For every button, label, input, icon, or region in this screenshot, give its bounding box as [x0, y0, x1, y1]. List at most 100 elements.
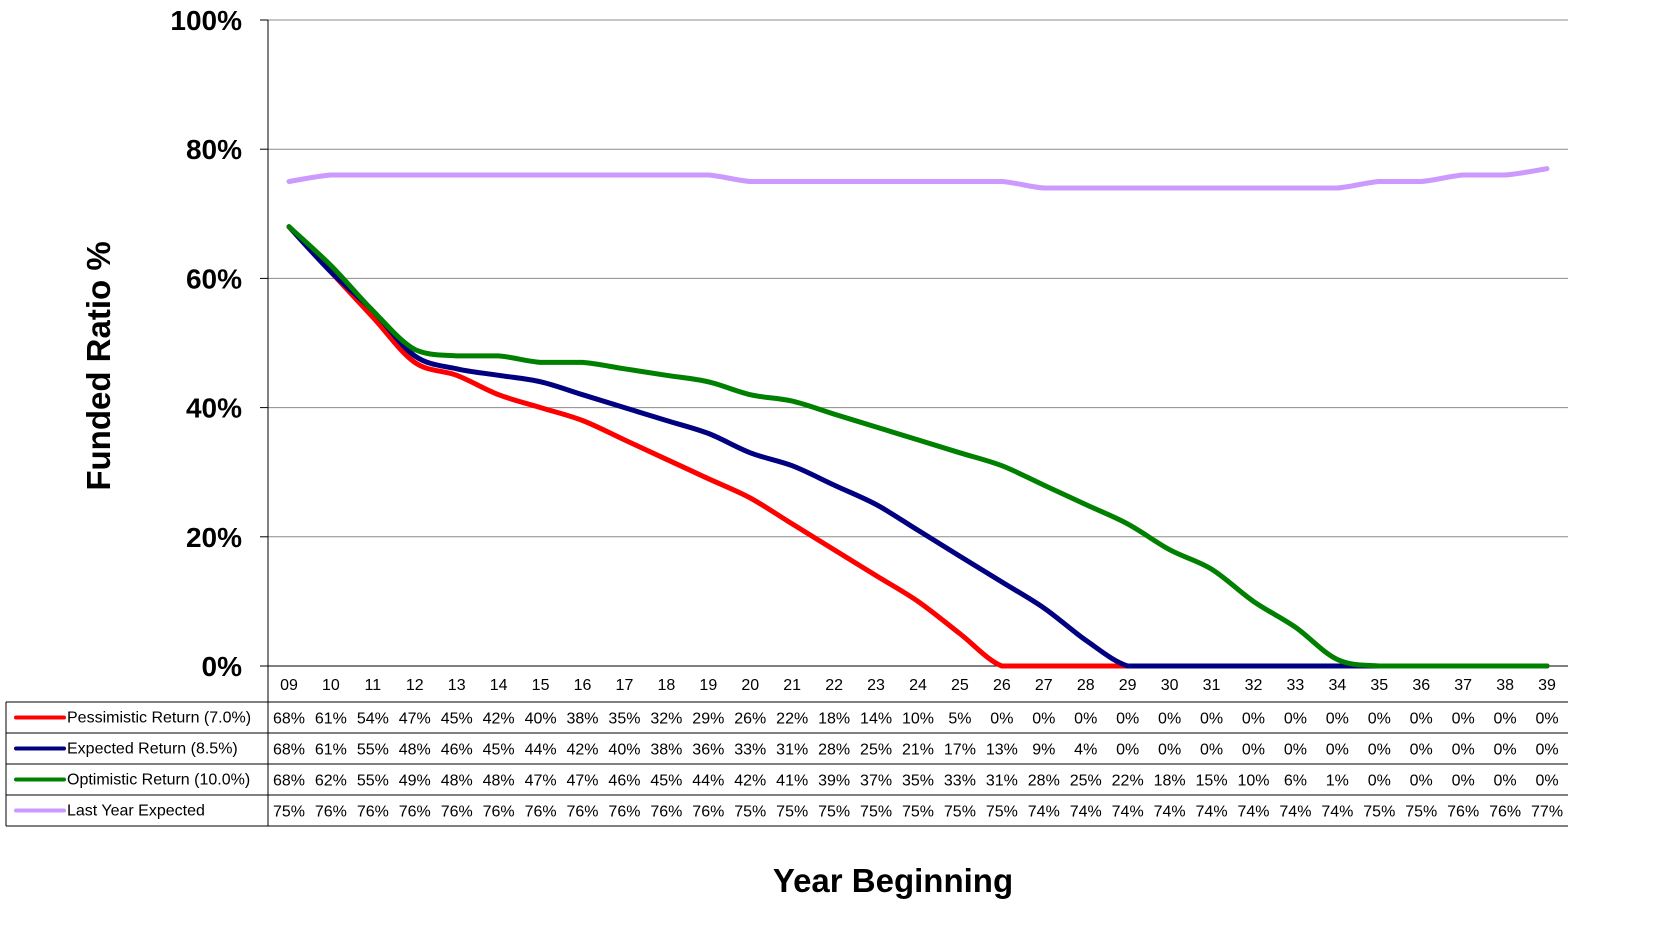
table-cell: 44% [692, 773, 724, 790]
table-cell: 9% [1032, 742, 1055, 759]
table-cell: 44% [525, 742, 557, 759]
table-cell: 0% [990, 711, 1013, 728]
table-cell: 0% [1410, 742, 1433, 759]
table-cell: 75% [944, 804, 976, 821]
table-cell: 35% [608, 711, 640, 728]
table-cell: 76% [483, 804, 515, 821]
table-cell: 22% [1112, 773, 1144, 790]
table-cell: 76% [525, 804, 557, 821]
table-cell: 0% [1200, 711, 1223, 728]
table-cell: 0% [1032, 711, 1055, 728]
table-cell: 0% [1116, 742, 1139, 759]
table-cell: 45% [441, 711, 473, 728]
table-cell: 0% [1452, 742, 1475, 759]
table-cell: 76% [608, 804, 640, 821]
table-cell: 0% [1410, 711, 1433, 728]
x-tick-label: 21 [783, 677, 801, 694]
table-cell: 18% [818, 711, 850, 728]
x-tick-label: 26 [993, 677, 1011, 694]
x-tick-label: 34 [1328, 677, 1346, 694]
x-tick-label: 11 [365, 677, 382, 694]
table-cell: 0% [1494, 742, 1517, 759]
table-cell: 77% [1531, 804, 1563, 821]
table-cell: 74% [1279, 804, 1311, 821]
table-cell: 46% [441, 742, 473, 759]
series-line-0 [286, 224, 1550, 669]
table-cell: 74% [1321, 804, 1353, 821]
table-cell: 75% [1405, 804, 1437, 821]
table-cell: 5% [948, 711, 971, 728]
x-tick-label: 30 [1161, 677, 1179, 694]
table-cell: 0% [1452, 773, 1475, 790]
x-tick-label: 18 [657, 677, 675, 694]
x-tick-label: 25 [951, 677, 969, 694]
x-tick-label: 31 [1203, 677, 1221, 694]
y-tick-label: 20% [186, 522, 242, 553]
table-cell: 62% [315, 773, 347, 790]
table-cell: 18% [1154, 773, 1186, 790]
x-tick-label: 23 [867, 677, 885, 694]
table-cell: 74% [1028, 804, 1060, 821]
table-cell: 33% [734, 742, 766, 759]
x-tick-label: 28 [1077, 677, 1095, 694]
table-cell: 28% [818, 742, 850, 759]
table-cell: 17% [944, 742, 976, 759]
y-tick-label: 0% [202, 651, 243, 682]
table-cell: 48% [483, 773, 515, 790]
x-tick-label: 35 [1370, 677, 1388, 694]
table-cell: 55% [357, 773, 389, 790]
table-cell: 0% [1452, 711, 1475, 728]
table-cell: 68% [273, 711, 305, 728]
table-cell: 29% [692, 711, 724, 728]
x-tick-label: 32 [1245, 677, 1263, 694]
table-cell: 45% [483, 742, 515, 759]
table-cell: 0% [1494, 773, 1517, 790]
table-cell: 74% [1154, 804, 1186, 821]
table-cell: 42% [734, 773, 766, 790]
x-tick-label: 14 [490, 677, 508, 694]
table-cell: 41% [776, 773, 808, 790]
x-tick-label: 39 [1538, 677, 1556, 694]
x-tick-label: 13 [448, 677, 466, 694]
table-cell: 74% [1070, 804, 1102, 821]
legend-label: Expected Return (8.5%) [67, 741, 238, 758]
table-cell: 0% [1368, 742, 1391, 759]
table-cell: 76% [357, 804, 389, 821]
table-cell: 22% [776, 711, 808, 728]
table-cell: 0% [1074, 711, 1097, 728]
x-tick-label: 19 [699, 677, 717, 694]
table-cell: 0% [1535, 742, 1558, 759]
table-cell: 45% [650, 773, 682, 790]
table-cell: 33% [944, 773, 976, 790]
table-cell: 0% [1535, 773, 1558, 790]
x-tick-label: 17 [616, 677, 634, 694]
table-cell: 54% [357, 711, 389, 728]
table-cell: 74% [1196, 804, 1228, 821]
table-cell: 26% [734, 711, 766, 728]
x-tick-label: 33 [1287, 677, 1305, 694]
table-cell: 6% [1284, 773, 1307, 790]
series-line-3 [286, 166, 1550, 191]
table-cell: 0% [1494, 711, 1517, 728]
x-tick-label: 24 [909, 677, 927, 694]
x-tick-label: 15 [532, 677, 550, 694]
y-tick-label: 100% [170, 5, 242, 36]
table-cell: 0% [1326, 742, 1349, 759]
data-table: 09 10 11 12 13 14 15 16 17 18 19 20 21 22 23 24 25 26 27 28… [5, 666, 1568, 827]
table-cell: 15% [1196, 773, 1228, 790]
table-cell: 75% [273, 804, 305, 821]
table-cell: 75% [818, 804, 850, 821]
table-cell: 39% [818, 773, 850, 790]
legend-label: Optimistic Return (10.0%) [67, 772, 250, 789]
table-cell: 0% [1242, 711, 1265, 728]
x-tick-label: 27 [1035, 677, 1053, 694]
table-cell: 76% [1489, 804, 1521, 821]
y-tick-label: 40% [186, 393, 242, 424]
table-cell: 68% [273, 742, 305, 759]
series-lines [286, 166, 1550, 669]
table-cell: 25% [1070, 773, 1102, 790]
table-cell: 74% [1237, 804, 1269, 821]
table-cell: 75% [902, 804, 934, 821]
table-cell: 21% [902, 742, 934, 759]
